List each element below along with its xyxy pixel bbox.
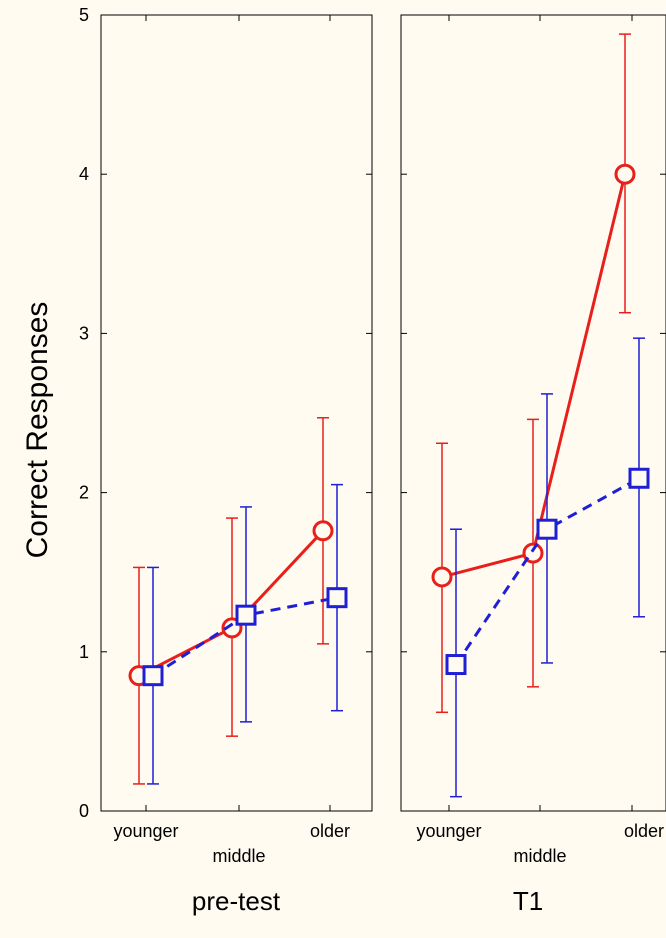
panels: 0 1 2 3 4 5 younger middle older pre-test younger m…	[79, 5, 666, 916]
data-point-circle	[522, 542, 544, 564]
plot-frame	[100, 14, 373, 812]
panel-0: 0 1 2 3 4 5 younger middle older pre-test	[79, 5, 373, 916]
y-tick-label: 3	[79, 323, 89, 343]
y-tick-label: 2	[79, 483, 89, 503]
x-category-label: middle	[212, 846, 265, 866]
x-category-label: middle	[513, 846, 566, 866]
y-tick-label: 4	[79, 164, 89, 184]
data-point-circle	[614, 163, 636, 185]
y-tick-label: 5	[79, 5, 89, 25]
x-category-label: younger	[416, 821, 481, 841]
x-category-label: younger	[113, 821, 178, 841]
data-point-circle	[312, 520, 334, 542]
series-line	[138, 529, 325, 678]
data-point-square	[445, 654, 467, 676]
y-axis-title: Correct Responses	[21, 302, 54, 559]
data-point-square	[142, 665, 164, 687]
plot-frame	[400, 14, 666, 812]
data-point-square	[235, 604, 257, 626]
x-category-label: older	[310, 821, 350, 841]
x-category-label: older	[624, 821, 664, 841]
data-point-square	[628, 467, 650, 489]
y-tick-label: 1	[79, 642, 89, 662]
y-tick-label: 0	[79, 801, 89, 821]
panel-title: T1	[513, 886, 543, 916]
panel-1: younger middle older T1	[400, 14, 666, 916]
data-point-square	[536, 518, 558, 540]
data-point-circle	[431, 566, 453, 588]
series-line	[454, 476, 640, 666]
data-point-square	[326, 587, 348, 609]
panel-title: pre-test	[192, 886, 281, 916]
